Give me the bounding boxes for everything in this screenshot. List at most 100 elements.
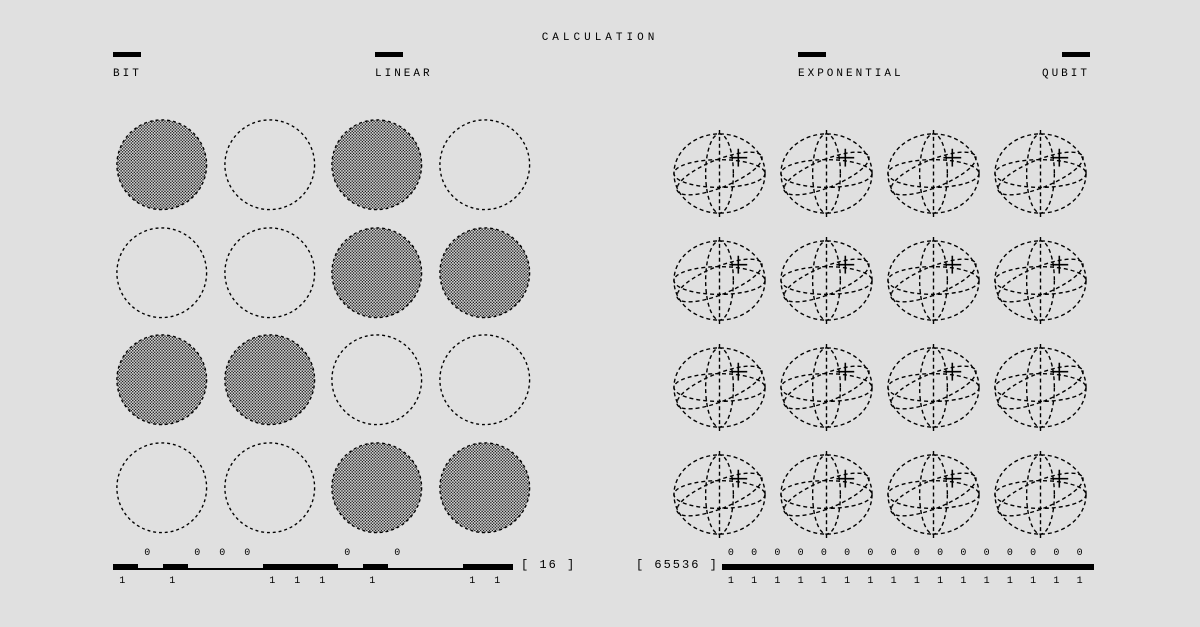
label-exponential: EXPONENTIAL [798, 68, 904, 80]
result-right: [ 65536 ] [636, 558, 719, 572]
binary-digit-bottom: 1 [269, 576, 275, 587]
binary-digit-bottom: 1 [369, 576, 375, 587]
footer-left: [ 16 ] 10100011101011 [113, 548, 583, 596]
binary-digit-top: 0 [984, 548, 990, 559]
binary-digit-bottom: 1 [1030, 576, 1036, 587]
qubit-sphere [991, 231, 1090, 330]
label-qubit: QUBIT [1042, 68, 1090, 80]
result-left: [ 16 ] [521, 558, 576, 572]
bit-grid [113, 116, 533, 536]
qubit-sphere [991, 124, 1090, 223]
binary-digit-bottom: 1 [469, 576, 475, 587]
binary-digit-top: 0 [1007, 548, 1013, 559]
bit-circle-filled [328, 116, 426, 214]
bit-circle-filled [113, 116, 211, 214]
tick-mark [1062, 52, 1090, 57]
binary-digit-bottom: 1 [1053, 576, 1059, 587]
label-linear: LINEAR [375, 68, 433, 80]
header-left: BIT LINEAR [113, 58, 533, 82]
bit-circle-empty [328, 331, 426, 429]
binary-digit-top: 0 [914, 548, 920, 559]
qubit-sphere [670, 338, 769, 437]
bar-segment [113, 564, 138, 570]
bit-circle-empty [436, 116, 534, 214]
binary-digit-top: 0 [821, 548, 827, 559]
binary-digit-top: 0 [1077, 548, 1083, 559]
qubit-sphere [670, 231, 769, 330]
binary-bar [722, 564, 1094, 570]
bit-circle-filled [436, 439, 534, 537]
binary-digit-top: 0 [144, 548, 150, 559]
bit-circle-empty [113, 439, 211, 537]
binary-digit-bottom: 1 [937, 576, 943, 587]
bar-segment [722, 564, 1094, 570]
binary-digit-top: 0 [844, 548, 850, 559]
qubit-sphere [777, 231, 876, 330]
binary-digit-bottom: 1 [984, 576, 990, 587]
qubit-sphere [670, 124, 769, 223]
binary-digit-bottom: 1 [867, 576, 873, 587]
binary-digit-bottom: 1 [914, 576, 920, 587]
binary-digit-bottom: 1 [798, 576, 804, 587]
binary-digit-top: 0 [394, 548, 400, 559]
binary-digit-bottom: 1 [169, 576, 175, 587]
binary-digit-top: 0 [960, 548, 966, 559]
binary-digit-bottom: 1 [821, 576, 827, 587]
binary-digit-bottom: 1 [494, 576, 500, 587]
binary-digit-bottom: 1 [728, 576, 734, 587]
qubit-sphere [884, 231, 983, 330]
binary-digit-top: 0 [728, 548, 734, 559]
qubit-sphere [777, 338, 876, 437]
binary-digit-bottom: 1 [844, 576, 850, 587]
binary-digit-top: 0 [867, 548, 873, 559]
bar-segment [463, 564, 513, 570]
bit-circle-empty [221, 439, 319, 537]
footer-right: [ 65536 ] 0 1 0 1 0 1 0 1 0 1 0 1 0 1 0 1 0 1 0 1 0 1 0 1 0 1 0 1 0 1… [636, 548, 1106, 596]
binary-digit-bottom: 1 [751, 576, 757, 587]
qubit-sphere [884, 124, 983, 223]
binary-digit-bottom: 1 [1077, 576, 1083, 587]
binary-digit-top: 0 [194, 548, 200, 559]
binary-digit-bottom: 1 [1007, 576, 1013, 587]
qubit-sphere [777, 445, 876, 544]
bit-circle-empty [113, 224, 211, 322]
qubit-sphere [670, 445, 769, 544]
bit-circle-filled [113, 331, 211, 429]
bit-circle-filled [328, 439, 426, 537]
binary-digit-bottom: 1 [119, 576, 125, 587]
binary-digit-top: 0 [1030, 548, 1036, 559]
bit-circle-filled [328, 224, 426, 322]
binary-digit-top: 0 [891, 548, 897, 559]
binary-digit-top: 0 [798, 548, 804, 559]
qubit-sphere [991, 445, 1090, 544]
binary-digit-top: 0 [244, 548, 250, 559]
bit-circle-empty [436, 331, 534, 429]
binary-digit-top: 0 [1053, 548, 1059, 559]
qubit-grid [670, 124, 1090, 528]
bit-circle-filled [221, 331, 319, 429]
qubit-sphere [884, 338, 983, 437]
binary-digit-bottom: 1 [774, 576, 780, 587]
page-title: CALCULATION [0, 32, 1200, 44]
bar-segment [263, 564, 338, 570]
qubit-sphere [884, 445, 983, 544]
binary-digit-top: 0 [937, 548, 943, 559]
header-right: EXPONENTIAL QUBIT [670, 58, 1090, 82]
tick-mark [113, 52, 141, 57]
tick-mark [375, 52, 403, 57]
bit-circle-empty [221, 116, 319, 214]
binary-digit-bottom: 1 [319, 576, 325, 587]
binary-bar [113, 564, 513, 570]
binary-digit-bottom: 1 [294, 576, 300, 587]
tick-mark [798, 52, 826, 57]
binary-digit-bottom: 1 [960, 576, 966, 587]
binary-digit-bottom: 1 [891, 576, 897, 587]
binary-digit-top: 0 [774, 548, 780, 559]
binary-digit-top: 0 [344, 548, 350, 559]
label-bit: BIT [113, 68, 142, 80]
bar-segment [163, 564, 188, 570]
bit-circle-empty [221, 224, 319, 322]
qubit-sphere [777, 124, 876, 223]
bar-segment [363, 564, 388, 570]
bit-circle-filled [436, 224, 534, 322]
